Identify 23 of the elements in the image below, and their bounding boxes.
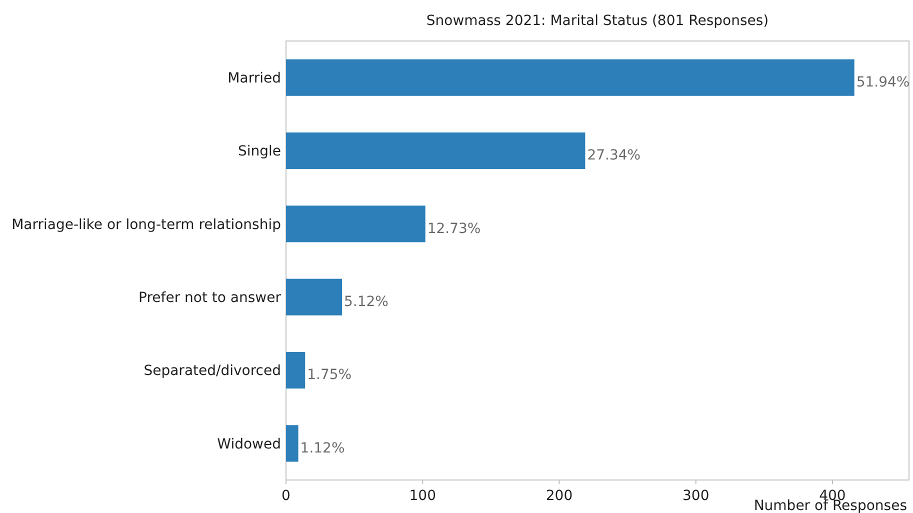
y-tick-label: Widowed <box>217 436 281 452</box>
bar <box>286 352 306 389</box>
y-tick-label: Separated/divorced <box>144 363 281 380</box>
bar <box>286 132 586 170</box>
annotation: 5.12% <box>344 294 388 310</box>
y-tick-label: Prefer not to answer <box>138 290 282 306</box>
annotation: 1.75% <box>307 367 352 384</box>
bar <box>286 59 854 96</box>
x-tick-label: 200 <box>546 488 573 504</box>
annotation: 12.73% <box>427 220 481 237</box>
bar <box>286 278 342 316</box>
annotation: 1.12% <box>300 440 345 456</box>
chart-title: Snowmass 2021: Marital Status (801 Responses) <box>426 12 769 29</box>
annotation: 27.34% <box>587 148 641 164</box>
x-tick-label: 0 <box>282 488 290 504</box>
bar <box>286 206 426 242</box>
y-tick-label: Marriage-like or long-term relationship <box>12 216 282 233</box>
x-tick-label: 100 <box>409 488 436 504</box>
y-tick-label: Single <box>238 144 281 160</box>
y-tick-label: Married <box>228 70 281 86</box>
x-tick-label: 300 <box>682 488 710 504</box>
annotation: 51.94% <box>856 74 910 90</box>
bar <box>286 425 298 462</box>
